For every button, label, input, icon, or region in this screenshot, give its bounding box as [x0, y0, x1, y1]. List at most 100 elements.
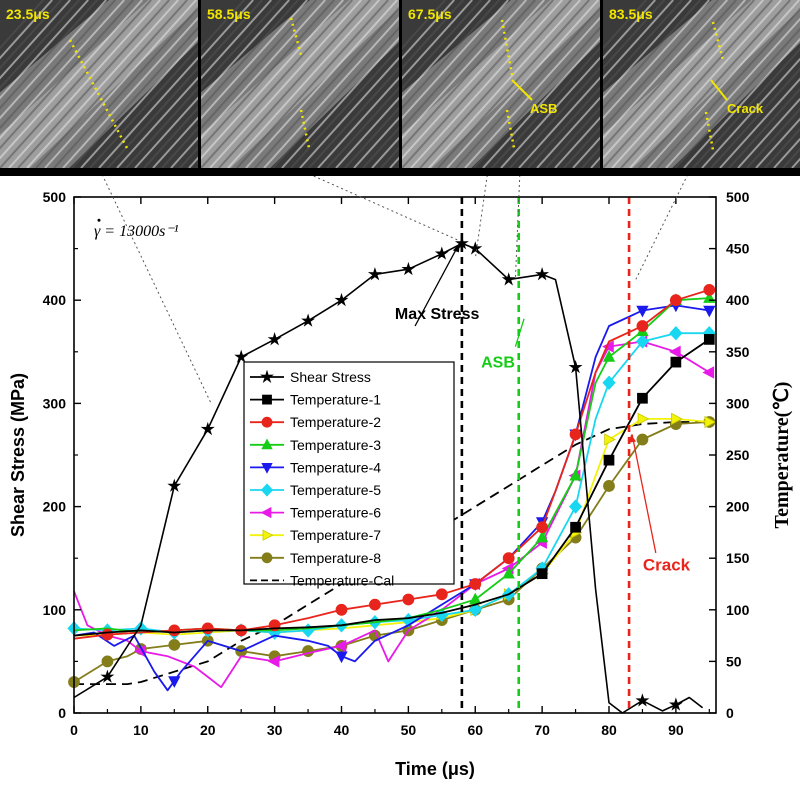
data-point [670, 356, 682, 368]
y-right-tick-label: 300 [726, 395, 750, 411]
data-point [267, 332, 282, 346]
photo-connector-line [312, 176, 459, 241]
data-point [301, 623, 315, 638]
asb-arrow [514, 318, 525, 347]
legend-entry-temperature-7: Temperature-7 [250, 527, 381, 543]
legend-label: Temperature-2 [290, 414, 381, 430]
data-point [602, 375, 616, 390]
data-point [502, 566, 515, 579]
y-tick-label: 400 [43, 292, 67, 308]
photo-frame-1: 23.5μs [0, 0, 198, 168]
max-stress-label: Max Stress [395, 306, 480, 323]
data-point [469, 578, 482, 590]
data-point [334, 292, 349, 307]
series-line-temperature-4 [73, 304, 710, 692]
photo-time-label: 83.5μs [609, 6, 653, 22]
legend-entry-temperature-3: Temperature-3 [250, 437, 381, 453]
data-point [261, 552, 273, 564]
data-point [262, 394, 272, 405]
data-point [668, 345, 681, 358]
data-point [168, 676, 181, 688]
legend-label: Temperature-1 [290, 392, 381, 408]
data-point [100, 669, 115, 683]
legend-label: Temperature-6 [290, 505, 381, 521]
x-tick-label: 90 [668, 722, 684, 738]
crack-label: Crack [643, 556, 691, 575]
data-point [636, 305, 649, 318]
data-point [260, 506, 272, 519]
data-point [702, 366, 715, 379]
data-point [367, 267, 382, 281]
crack-photo-label: Crack [727, 101, 764, 116]
max-stress-arrow [414, 244, 460, 327]
data-point [335, 651, 348, 664]
data-point [301, 313, 316, 327]
data-point [468, 241, 483, 255]
strain-rate-label: γ = 13000s⁻¹ [94, 223, 179, 240]
crack-arrow [631, 434, 657, 554]
data-point [260, 483, 274, 497]
legend-label: Temperature-5 [290, 482, 381, 498]
y-tick-label: 300 [43, 395, 67, 411]
series-line-shear-stress [73, 242, 704, 714]
data-point [569, 468, 582, 481]
arrowhead [629, 434, 637, 443]
photo-frame-4: 83.5μs Crack [603, 0, 800, 168]
legend-entry-temperature-5: Temperature-5 [250, 482, 381, 498]
data-point [168, 624, 181, 637]
data-point [402, 593, 415, 606]
data-point [703, 334, 715, 345]
legend-entry-temperature-cal: Temperature-Cal [250, 572, 394, 588]
photo-time-label: 23.5μs [6, 6, 50, 22]
data-point [334, 639, 347, 653]
data-point [603, 454, 615, 466]
data-point [636, 433, 649, 446]
x-tick-label: 40 [334, 722, 350, 738]
y-tick-label: 500 [43, 189, 67, 205]
legend-label: Shear Stress [290, 369, 371, 385]
y-right-tick-label: 400 [726, 292, 750, 308]
y-right-tick-label: 50 [726, 653, 742, 669]
data-point [261, 462, 273, 474]
data-point [704, 415, 717, 429]
data-point [435, 588, 448, 601]
y-right-tick-label: 500 [726, 189, 750, 205]
data-point [535, 267, 550, 281]
data-point [261, 438, 273, 450]
y-right-tick-label: 450 [726, 241, 750, 257]
data-point [635, 334, 650, 349]
y-tick-label: 0 [58, 705, 66, 721]
photo-frame-3: 67.5μs ASB [402, 0, 600, 168]
legend-entry-temperature-6: Temperature-6 [250, 505, 381, 521]
legend-label: Temperature-Cal [290, 572, 394, 588]
legend-label: Temperature-8 [290, 550, 381, 566]
photo-time-label: 58.5μs [207, 6, 251, 22]
arrowhead [452, 243, 460, 253]
y-tick-label: 100 [43, 602, 67, 618]
y-right-tick-label: 150 [726, 550, 750, 566]
data-point [267, 655, 280, 668]
x-tick-label: 20 [200, 722, 216, 738]
data-point [369, 598, 381, 611]
specimen-image-1 [0, 0, 198, 168]
specimen-image-4 [603, 0, 800, 168]
x-tick-label: 70 [534, 722, 550, 738]
series-line-temperature-1 [73, 338, 710, 637]
data-point [669, 326, 683, 341]
legend-label: Temperature-3 [290, 437, 381, 453]
data-point [603, 480, 615, 492]
legend-entry-temperature-2: Temperature-2 [250, 414, 381, 430]
data-point [636, 320, 649, 332]
photo-strip: 23.5μs 58.5μs 67.5μs ASB 83.5μs Crack [0, 0, 800, 176]
specimen-image-3 [402, 0, 600, 168]
series-temperature-1 [73, 334, 715, 637]
x-tick-label: 50 [401, 722, 417, 738]
photo-time-label: 67.5μs [408, 6, 452, 22]
data-point [568, 499, 583, 514]
specimen-image-2 [201, 0, 399, 168]
x-tick-label: 30 [267, 722, 283, 738]
asb-label: ASB [481, 354, 515, 371]
data-point [669, 294, 682, 307]
series-temperature-2 [73, 283, 716, 641]
data-point [101, 628, 114, 641]
